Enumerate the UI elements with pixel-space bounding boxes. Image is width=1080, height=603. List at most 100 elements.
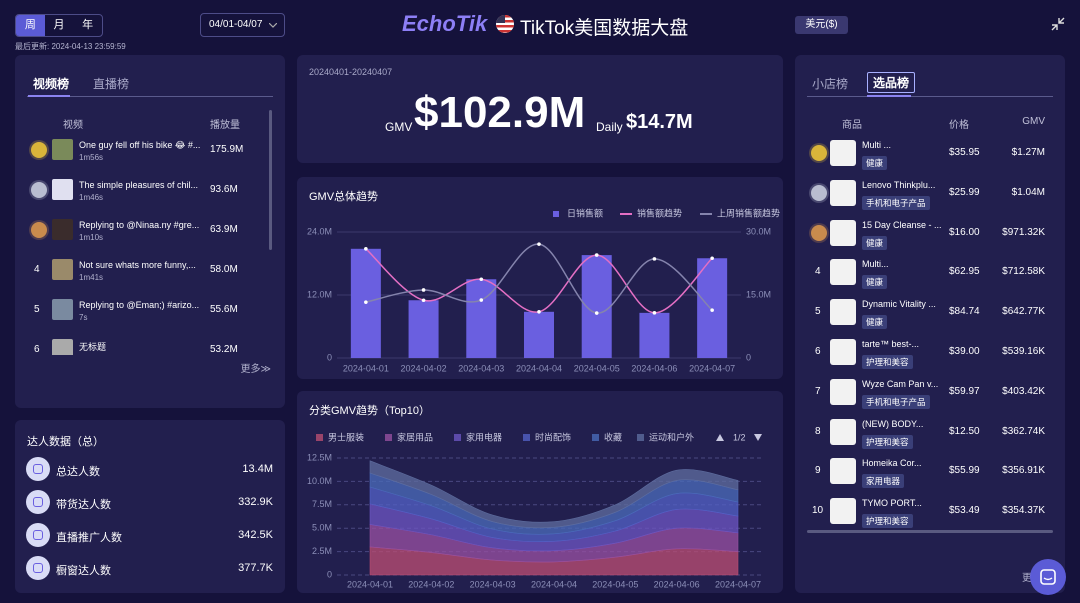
thumbnail [830,299,856,326]
thumbnail [52,139,73,160]
video-title[interactable]: 无标题 [79,342,107,352]
thumbnail [830,498,856,525]
us-flag [496,15,514,33]
gmv: $354.37K [1002,505,1045,517]
tab[interactable]: 选品榜 [867,72,916,93]
page-down [754,434,762,441]
x-tick-label: 2024-04-04 [516,363,562,373]
thumbnail [830,458,856,485]
product-name[interactable]: Homeika Cor... [862,458,922,469]
column-header: GMV [1022,116,1045,127]
legend-swatch [316,434,323,441]
point [652,311,657,315]
duration: 1m46s [79,193,104,202]
video-title[interactable]: Not sure whats more funny,... [79,260,196,270]
bar [697,258,728,358]
legend-swatch [592,434,599,441]
rank: 10 [812,505,824,517]
period-tab[interactable]: 周 [16,15,45,36]
x-tick-label: 2024-04-01 [343,363,389,373]
legend-label: 日销售额 [567,207,603,218]
y-tick-label: 2.5M [312,546,332,556]
medal [31,222,47,238]
product-name[interactable]: Dynamic Vitality ... [862,299,936,310]
chart: 分类GMV趋势（Top10） 男士服装 家居用品 家用电器 时尚配饰 收藏 运动和户外 1/2… [307,403,762,589]
x-tick-label: 2024-04-01 [347,579,393,589]
rank: 6 [815,346,821,357]
tab[interactable]: 视频榜 [33,77,70,91]
product-name[interactable]: Multi... [862,259,889,270]
legend-label: 家居用品 [397,431,433,442]
point [710,256,714,261]
legend-swatch [523,434,530,441]
panel-title: 达人数据（总） [27,436,104,448]
area [369,460,739,529]
category-tag: 健康 [862,235,888,250]
duration: 1m10s [79,233,104,242]
more-link[interactable]: 更多≫ [240,364,271,375]
category-tag: 健康 [862,315,888,330]
x-tick-label: 2024-04-03 [470,579,516,589]
price: $84.74 [949,306,980,318]
thumbnail [830,259,856,286]
chart-title: GMV总体趋势 [309,189,378,203]
product-name[interactable]: tarte™ best-... [862,339,920,349]
product-name[interactable]: Lenovo Thinkplu... [862,179,936,190]
product-name[interactable]: 15 Day Cleanse - ... [862,219,942,230]
point [594,311,599,315]
product-panel: 小店榜 选品榜 商品 价格 GMV Multi ... 健康 $35.95 $1.27M Leno… [795,55,1065,593]
video-title[interactable]: One guy fell off his bike 😂 #... [79,140,201,150]
category-tag: 健康 [862,275,888,290]
legend-swatch [385,434,392,441]
plays: 63.9M [210,224,238,235]
stat-glyph [33,530,43,540]
divider [27,96,273,97]
category-tag: 护理和美容 [862,434,913,449]
y-tick-label: 12.0M [307,289,332,299]
video-title[interactable]: The simple pleasures of chil... [79,180,199,190]
video-title[interactable]: Replying to @Eman;) #arizo... [79,300,200,310]
thumbnail [830,339,856,365]
stat-value: 377.7K [238,562,273,574]
date-range: 04/01-04/07 [209,19,263,30]
stat-icon [26,523,50,547]
stat-glyph [33,497,43,507]
tab[interactable]: 小店榜 [812,77,849,91]
point [710,308,714,312]
category-tag: 手机和电子产品 [862,195,930,210]
price: $16.00 [949,226,980,238]
period-tab[interactable]: 月 [53,19,65,31]
legend-label: 男士服装 [328,431,364,442]
y-tick-label: 12.5M [307,452,332,462]
legend-swatch [454,434,461,441]
gmv: $642.77K [1002,306,1045,318]
chat-button[interactable] [1030,559,1066,595]
stat-label: 橱窗达人数 [56,565,111,577]
thumbnail [52,219,73,240]
video-title[interactable]: Replying to @Ninaa.ny #gre... [79,220,200,230]
plays: 93.6M [210,184,238,195]
date-picker[interactable]: 04/01-04/07 [200,13,285,37]
collapse-icon[interactable] [1050,16,1066,32]
last-update: 最后更新: 2024-04-13 23:59:59 [15,42,126,51]
product-name[interactable]: Wyze Cam Pan v... [862,378,939,389]
product-name[interactable]: TYMO PORT... [862,498,922,509]
thumbnail [52,179,73,200]
category-tag: 健康 [862,156,888,170]
video-panel: 视频榜 直播榜 视频 播放量 One guy fell off his bike 😂 #… [15,55,285,408]
point [652,257,657,261]
thumbnail [52,339,73,355]
gmv: $971.32K [1002,226,1045,238]
tab[interactable]: 直播榜 [93,77,130,91]
x-tick-label: 2024-04-05 [574,363,620,373]
product-name[interactable]: (NEW) BODY... [862,418,924,429]
price: $55.99 [949,465,980,477]
price: $12.50 [949,425,980,437]
currency-button[interactable]: 美元($) [795,16,848,34]
period-tab[interactable]: 年 [82,19,94,31]
rank: 4 [34,264,40,275]
x-tick-label: 2024-04-06 [654,579,700,589]
product-name[interactable]: Multi ... [862,140,892,150]
bar [523,311,555,358]
